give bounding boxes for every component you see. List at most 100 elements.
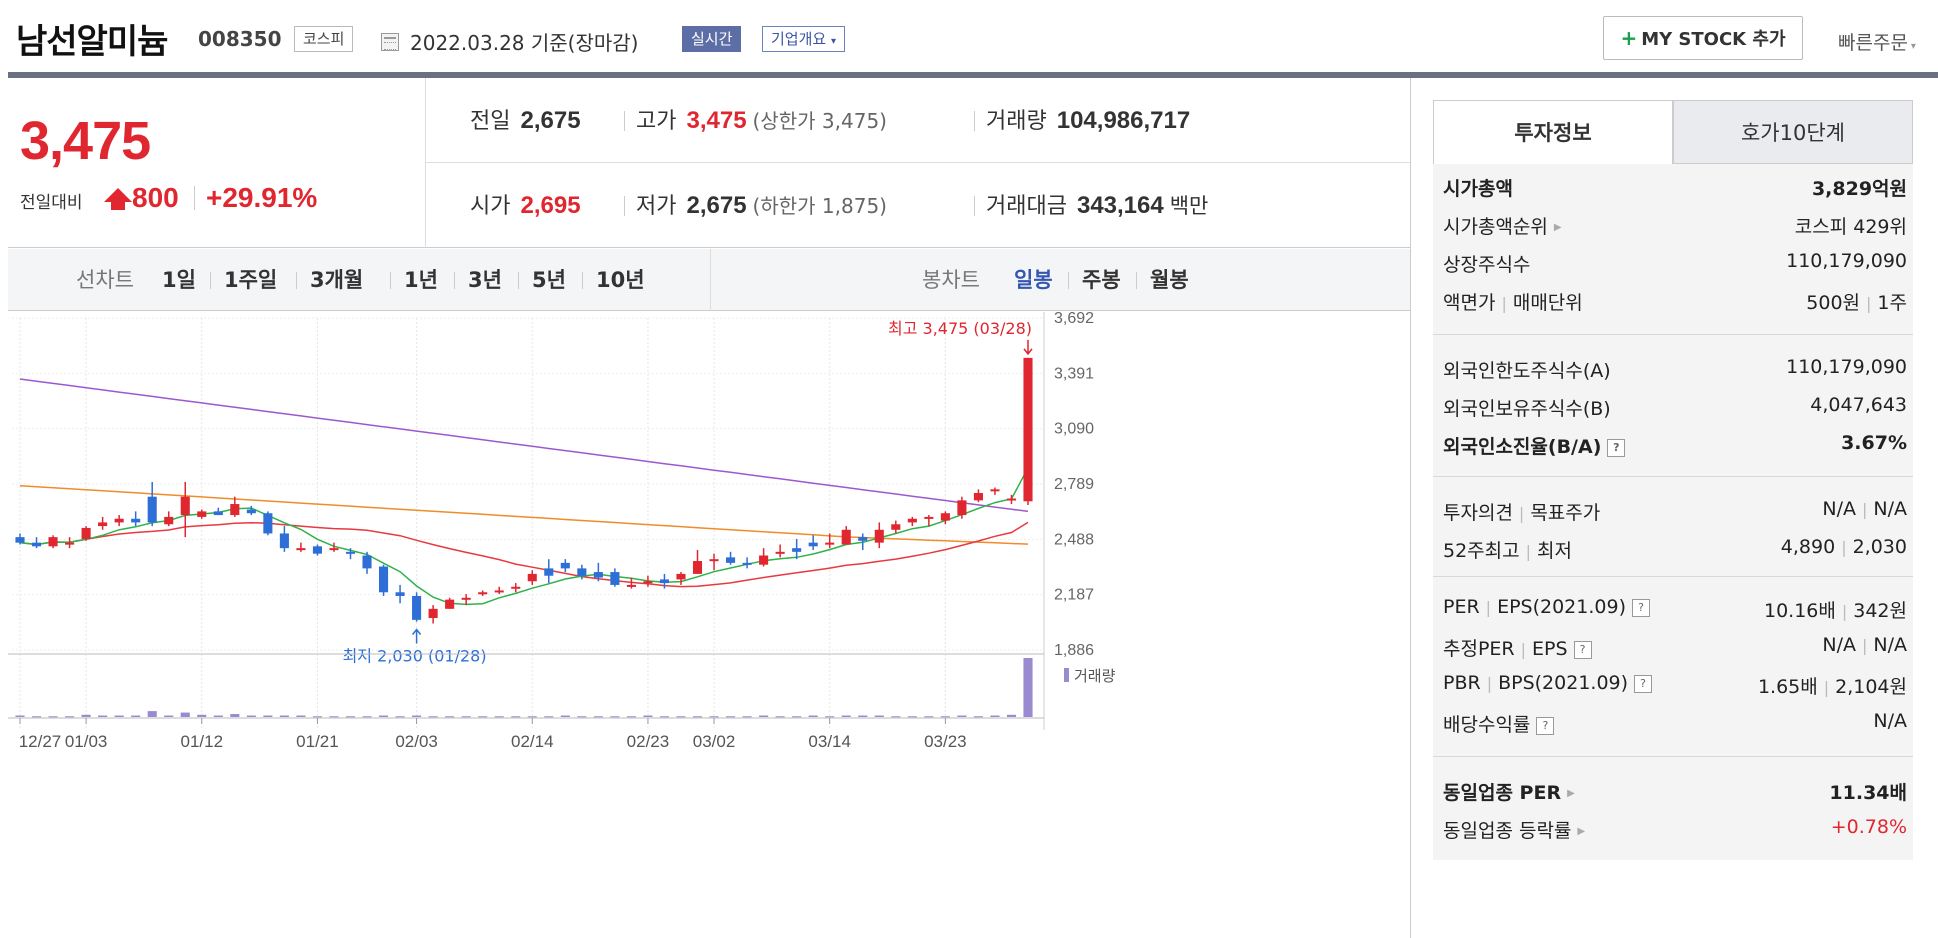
candle-weekly[interactable]: 주봉 — [1082, 268, 1121, 292]
candle-body — [841, 529, 851, 545]
chart-background — [8, 312, 1136, 938]
change-label: 전일대비 — [20, 193, 83, 213]
help-icon[interactable]: ? — [1536, 717, 1555, 735]
row-label-wrap: 외국인소진율(B/A)? — [1443, 432, 1626, 459]
add-my-stock-button[interactable]: + MY STOCK 추가 — [1603, 16, 1803, 60]
volume-bar — [659, 716, 670, 718]
period-5y[interactable]: 5년 — [532, 268, 566, 292]
candle-monthly[interactable]: 월봉 — [1150, 268, 1189, 292]
row-value: 342원 — [1853, 600, 1907, 622]
line-chart-label: 선차트 — [76, 268, 134, 292]
realtime-button[interactable]: 실시간 — [682, 26, 742, 52]
tab-orderbook[interactable]: 호가10단계 — [1673, 100, 1913, 164]
row-label: 투자의견 — [1443, 502, 1513, 524]
industry-rate-row[interactable]: 동일업종 등락률 ▶ +0.78% — [1433, 810, 1913, 848]
candle-body — [577, 568, 587, 576]
row-label: PER — [1443, 596, 1480, 618]
prev-close-label: 전일 — [470, 109, 511, 134]
row-value: 11.34배 — [1829, 782, 1907, 804]
candle-body — [312, 546, 322, 554]
row-value: 110,179,090 — [1786, 356, 1907, 378]
help-icon[interactable]: ? — [1631, 599, 1650, 617]
add-my-stock-label: MY STOCK 추가 — [1641, 29, 1786, 50]
upper-limit: (상한가 3,475) — [752, 109, 887, 133]
row-label-wrap: 추정PER | EPS? — [1443, 634, 1592, 661]
tab-invest-info[interactable]: 투자정보 — [1433, 100, 1673, 164]
divider — [1433, 576, 1913, 577]
row-label: EPS(2021.09) — [1497, 596, 1626, 618]
row-value: 1주 — [1877, 292, 1907, 314]
volume-bar — [726, 716, 736, 718]
divider: | — [1518, 504, 1525, 523]
max-arrow-icon — [1023, 339, 1033, 356]
divider — [296, 272, 297, 289]
volume-bar — [1023, 658, 1033, 717]
price-row: 시가 2,695 저가 2,675 (하한가 1,875) 거래대금 343,164 백만 — [426, 163, 1410, 248]
industry-per-row[interactable]: 동일업종 PER ▶ 11.34배 — [1433, 772, 1913, 810]
candle-body — [48, 537, 58, 547]
plus-icon: + — [1620, 26, 1638, 50]
period-3y[interactable]: 3년 — [468, 268, 502, 292]
current-price-block: 3,475 전일대비 800 +29.91% — [8, 78, 426, 248]
divider — [454, 272, 455, 289]
candle-body — [759, 555, 769, 565]
row-label: 배당수익률 — [1443, 714, 1531, 736]
market-cap-rank-row[interactable]: 시가총액순위 ▶ 코스피 429위 — [1433, 206, 1913, 244]
volume-bar — [246, 715, 256, 717]
y-tick-label: 3,090 — [1054, 421, 1094, 438]
per-row: PER | EPS(2021.09)? 10.16배 | 342원 — [1433, 590, 1913, 628]
high-cell: 고가 3,475 (상한가 3,475) — [636, 78, 887, 163]
price-chart[interactable]: 5 20 60 120 3,6923,3913,0902,7892,4882,1… — [8, 312, 1410, 938]
candle-body — [874, 529, 884, 543]
volume-bar — [312, 716, 322, 718]
candle-body — [246, 509, 256, 514]
divider: | — [1823, 678, 1830, 697]
chevron-down-icon: ▾ — [830, 36, 837, 47]
divider: | — [1841, 602, 1848, 621]
period-1d[interactable]: 1일 — [162, 268, 196, 292]
row-label-wrap: 액면가 | 매매단위 — [1443, 288, 1583, 315]
divider: | — [1525, 542, 1532, 561]
y-tick-label: 3,391 — [1054, 365, 1094, 382]
candle-body — [924, 516, 934, 519]
volume-bar — [593, 716, 603, 718]
quick-order-menu[interactable]: 빠른주문 ▾ — [1838, 28, 1916, 55]
header-divider — [8, 72, 1938, 78]
row-value: N/A — [1873, 710, 1907, 732]
divider — [1068, 272, 1069, 289]
help-icon[interactable]: ? — [1607, 439, 1626, 457]
row-label: PBR — [1443, 672, 1481, 694]
help-icon[interactable]: ? — [1634, 675, 1653, 693]
divider — [390, 272, 391, 289]
candle-body — [527, 573, 537, 582]
chevron-right-icon: ▶ — [1553, 222, 1562, 233]
candle-body — [263, 513, 273, 534]
row-label-wrap: PBR | BPS(2021.09)? — [1443, 672, 1653, 694]
candle-body — [792, 548, 802, 552]
period-1y[interactable]: 1년 — [404, 268, 438, 292]
period-3m[interactable]: 3개월 — [310, 268, 364, 292]
candle-daily[interactable]: 일봉 — [1014, 268, 1053, 292]
x-tick-label: 03/23 — [924, 732, 967, 751]
divider — [1433, 476, 1913, 477]
market-cap-row: 시가총액 3,829억원 — [1433, 168, 1913, 206]
high-value: 3,475 — [686, 107, 747, 134]
candle-body — [15, 537, 25, 543]
period-1w[interactable]: 1주일 — [224, 268, 278, 292]
invest-table: 시가총액 3,829억원 시가총액순위 ▶ 코스피 429위 상장주식수 110,179… — [1433, 164, 1913, 860]
help-icon[interactable]: ? — [1573, 641, 1592, 659]
x-tick-label: 02/03 — [395, 732, 438, 751]
row-value-wrap: 500원 | 1주 — [1806, 288, 1907, 315]
amount-label: 거래대금 — [986, 194, 1067, 219]
low-cell: 저가 2,675 (하한가 1,875) — [636, 163, 887, 248]
company-overview-dropdown[interactable]: 기업개요 ▾ — [762, 26, 846, 52]
period-10y[interactable]: 10년 — [596, 268, 645, 292]
divider: | — [1861, 636, 1868, 655]
up-arrow-icon — [104, 188, 132, 202]
volume-bar — [874, 715, 884, 717]
amount-value: 343,164 — [1076, 192, 1164, 219]
divider — [210, 272, 211, 289]
est-per-row: 추정PER | EPS? N/A | N/A — [1433, 628, 1913, 666]
divider — [974, 111, 975, 131]
divider — [624, 196, 625, 216]
